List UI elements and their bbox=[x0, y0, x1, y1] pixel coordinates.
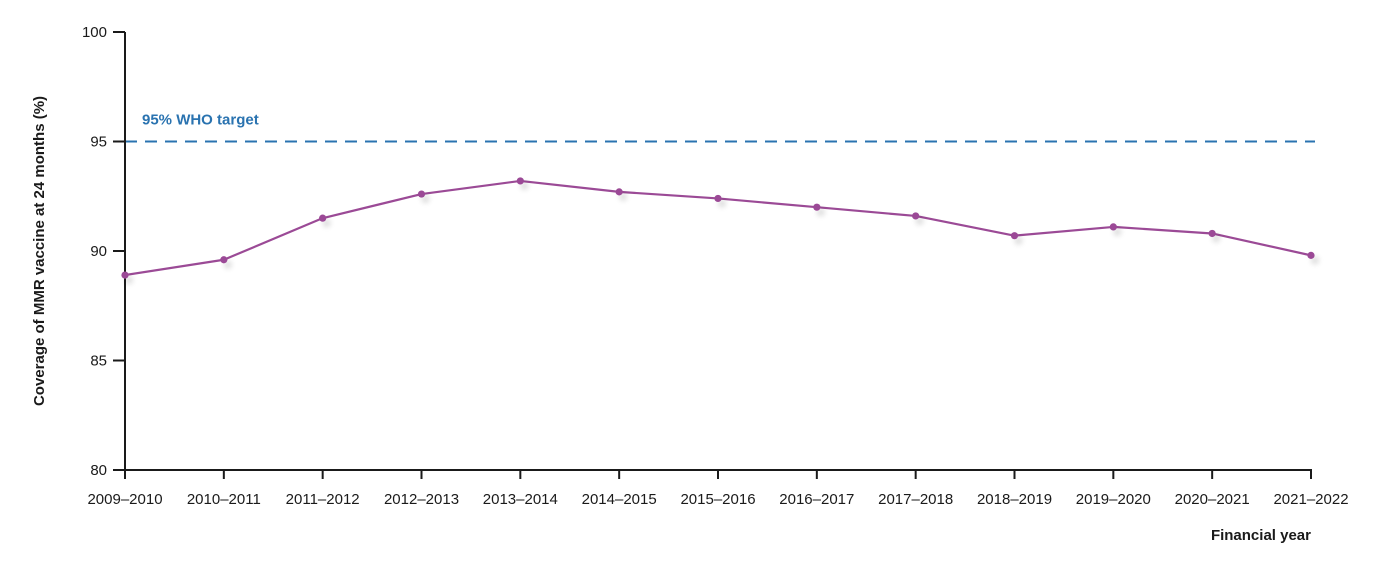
x-tick-label: 2015–2016 bbox=[680, 491, 755, 508]
data-point bbox=[1109, 223, 1117, 231]
x-axis-title: Financial year bbox=[1211, 527, 1311, 544]
y-tick-label: 80 bbox=[90, 462, 107, 479]
reference-line-group: 95% WHO target bbox=[125, 112, 1315, 143]
data-point bbox=[1010, 232, 1019, 240]
data-point bbox=[417, 190, 426, 198]
data-point bbox=[615, 188, 623, 196]
x-tick-label: 2010–2011 bbox=[187, 491, 261, 508]
x-tick-label: 2021–2022 bbox=[1273, 491, 1348, 508]
data-point bbox=[319, 214, 327, 222]
x-tick-label: 2011–2012 bbox=[286, 491, 360, 508]
data-point bbox=[912, 212, 920, 220]
y-axis-title: Coverage of MMR vaccine at 24 months (%) bbox=[31, 96, 48, 406]
x-tick-label: 2017–2018 bbox=[878, 491, 953, 508]
x-tick-label: 2016–2017 bbox=[779, 491, 854, 508]
data-point bbox=[714, 194, 722, 203]
y-tick-label: 100 bbox=[82, 24, 107, 41]
data-point bbox=[516, 177, 524, 185]
data-point bbox=[220, 256, 228, 264]
data-point bbox=[1307, 251, 1315, 259]
x-tick-label: 2020–2021 bbox=[1175, 491, 1250, 508]
series-coverage bbox=[121, 177, 1315, 279]
y-axis-ticks: 80 85 90 95 100 bbox=[82, 24, 125, 479]
x-tick-label: 2019–2020 bbox=[1076, 491, 1151, 508]
x-axis-ticks: 2009–2010 2010–2011 2011–2012 2012–2013 2013… bbox=[87, 470, 1349, 508]
data-point bbox=[121, 271, 129, 279]
data-point bbox=[813, 203, 821, 211]
x-tick-label: 2014–2015 bbox=[582, 491, 657, 508]
data-point bbox=[1208, 229, 1216, 238]
y-tick-label: 90 bbox=[90, 243, 107, 260]
x-tick-label: 2012–2013 bbox=[384, 491, 459, 508]
who-target-label: 95% WHO target bbox=[142, 112, 259, 129]
y-tick-label: 85 bbox=[90, 353, 107, 370]
x-tick-label: 2013–2014 bbox=[483, 491, 558, 508]
x-tick-label: 2009–2010 bbox=[87, 491, 162, 508]
x-tick-label: 2018–2019 bbox=[977, 491, 1052, 508]
y-tick-label: 95 bbox=[90, 134, 107, 151]
